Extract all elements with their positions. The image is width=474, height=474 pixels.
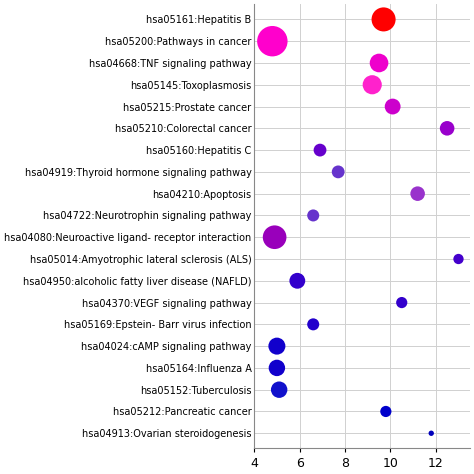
Point xyxy=(271,233,278,241)
Point xyxy=(334,168,342,176)
Point xyxy=(310,320,317,328)
Point xyxy=(443,125,451,132)
Point xyxy=(455,255,462,263)
Point xyxy=(269,37,276,45)
Point xyxy=(310,212,317,219)
Point xyxy=(316,146,324,154)
Point xyxy=(414,190,421,198)
Point xyxy=(389,103,396,110)
Point xyxy=(382,408,390,415)
Point xyxy=(273,342,281,350)
Point xyxy=(380,16,387,23)
Point xyxy=(428,429,435,437)
Point xyxy=(273,364,281,372)
Point xyxy=(368,81,376,89)
Point xyxy=(375,59,383,67)
Point xyxy=(293,277,301,284)
Point xyxy=(398,299,406,306)
Point xyxy=(275,386,283,393)
